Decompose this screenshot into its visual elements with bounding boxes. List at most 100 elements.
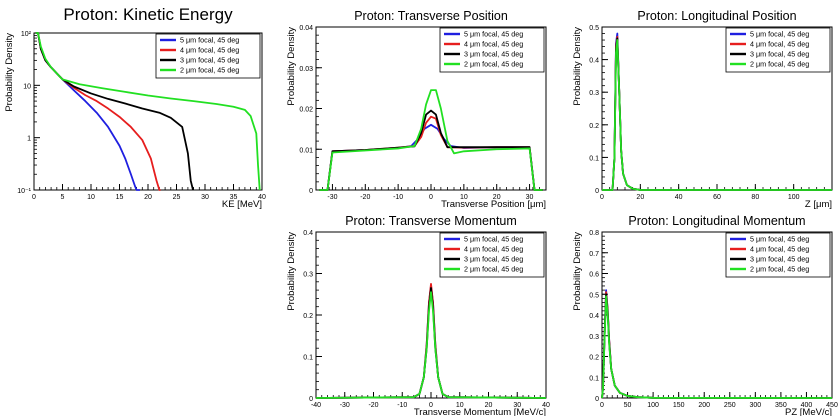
x-tick-label: -20	[368, 402, 378, 409]
y-tick-label: 0.2	[589, 123, 599, 130]
y-tick-label: 0	[595, 396, 599, 403]
x-axis-label: Transverse Momentum [MeV/c]	[414, 407, 546, 416]
x-axis-label: Z [μm]	[805, 199, 832, 210]
x-tick-label: 0	[600, 194, 604, 201]
x-tick-label: 0	[429, 402, 433, 409]
x-tick-label: -10	[397, 402, 407, 409]
legend-label: 4 μm focal, 45 deg	[464, 40, 523, 49]
x-tick-label: -30	[327, 194, 337, 201]
y-axis-label: Probability Density	[286, 27, 297, 106]
y-tick-label: 10²	[21, 31, 32, 38]
legend-label: 2 μm focal, 45 deg	[180, 66, 239, 75]
x-tick-label: 150	[673, 402, 685, 409]
legend-label: 3 μm focal, 45 deg	[750, 50, 809, 59]
y-tick-label: 0.5	[589, 292, 599, 299]
chart-title: Proton: Longitudinal Position	[637, 9, 796, 23]
x-tick-label: 250	[724, 402, 736, 409]
x-tick-label: 25	[173, 194, 181, 201]
y-axis-label: Probability Density	[572, 27, 583, 106]
y-axis-label: Probability Density	[572, 232, 583, 311]
x-tick-label: 30	[526, 194, 534, 201]
x-tick-label: 20	[493, 194, 501, 201]
x-tick-label: 10	[456, 402, 464, 409]
legend-label: 5 μm focal, 45 deg	[464, 235, 523, 244]
legend-label: 4 μm focal, 45 deg	[750, 40, 809, 49]
x-tick-label: -30	[340, 402, 350, 409]
x-tick-label: 100	[647, 402, 659, 409]
x-tick-label: 300	[749, 402, 761, 409]
x-tick-label: 100	[788, 194, 800, 201]
legend-label: 5 μm focal, 45 deg	[180, 36, 239, 45]
chart-trans-pos: Proton: Transverse Position 0 0.01 0.02 0.03…	[286, 9, 547, 210]
x-tick-label: 20	[636, 194, 644, 201]
chart-title: Proton: Transverse Momentum	[345, 214, 517, 228]
legend-label: 3 μm focal, 45 deg	[180, 56, 239, 65]
y-axis-label: Probability Density	[286, 232, 297, 311]
x-tick-label: 40	[675, 194, 683, 201]
series-line-4	[315, 291, 547, 399]
y-tick-label: 0.03	[299, 66, 313, 73]
y-tick-label: 0.3	[589, 90, 599, 97]
chart-trans-mom: Proton: Transverse Momentum 0 0.1 0.2 0.3 0.4…	[286, 214, 550, 416]
legend-label: 4 μm focal, 45 deg	[180, 46, 239, 55]
y-tick-label: 0.4	[589, 313, 599, 320]
y-tick-label: 0	[595, 188, 599, 195]
x-axis-label: PZ [MeV/c]	[785, 407, 832, 416]
series-line-4	[602, 39, 832, 191]
x-tick-label: 10	[87, 194, 95, 201]
legend-label: 3 μm focal, 45 deg	[464, 255, 523, 264]
y-tick-label: 0.5	[589, 25, 599, 32]
x-tick-label: 0	[600, 402, 604, 409]
legend-label: 2 μm focal, 45 deg	[464, 60, 523, 69]
x-tick-label: 80	[751, 194, 759, 201]
legend-label: 4 μm focal, 45 deg	[464, 245, 523, 254]
y-tick-label: 10	[23, 83, 31, 90]
y-tick-label: 0.4	[589, 58, 599, 65]
legend-label: 2 μm focal, 45 deg	[464, 265, 523, 274]
x-tick-label: 15	[116, 194, 124, 201]
chart-title: Proton: Transverse Position	[354, 9, 508, 23]
x-tick-label: 35	[230, 194, 238, 201]
legend-label: 2 μm focal, 45 deg	[750, 60, 809, 69]
y-tick-label: 0.01	[299, 147, 313, 154]
x-tick-label: -20	[360, 194, 370, 201]
x-tick-label: 10	[460, 194, 468, 201]
legend-label: 5 μm focal, 45 deg	[750, 235, 809, 244]
y-tick-label: 0.7	[589, 251, 599, 258]
x-axis-label: Transverse Position [μm]	[441, 199, 546, 210]
legend-label: 3 μm focal, 45 deg	[750, 255, 809, 264]
legend-label: 3 μm focal, 45 deg	[464, 50, 523, 59]
chart-long-pos: Proton: Longitudinal Position 0 0.1 0.2 0.3 0…	[572, 9, 833, 210]
y-tick-label: 1	[27, 136, 31, 143]
y-tick-label: 0.02	[299, 107, 313, 114]
y-tick-label: 0.1	[589, 155, 599, 162]
x-tick-label: -10	[393, 194, 403, 201]
x-tick-label: 0	[32, 194, 36, 201]
x-tick-label: 5	[61, 194, 65, 201]
x-tick-label: 20	[485, 402, 493, 409]
x-tick-label: 60	[713, 194, 721, 201]
y-tick-label: 0.4	[303, 230, 313, 237]
legend-label: 4 μm focal, 45 deg	[750, 245, 809, 254]
chart-long-mom: Proton: Longitudinal Momentum 0 0.1 0.2 0.3 0…	[572, 214, 838, 416]
y-tick-label: 0.8	[589, 230, 599, 237]
chart-ke: Proton: Kinetic Energy 10⁻¹ 1 10 10² 0 5 10 15 20…	[4, 5, 266, 210]
x-tick-label: 350	[775, 402, 787, 409]
y-tick-label: 0.6	[589, 272, 599, 279]
series-line-4	[35, 32, 261, 191]
y-tick-label: 0.1	[303, 355, 313, 362]
series-line-4	[601, 295, 833, 399]
y-tick-label: 0	[309, 396, 313, 403]
y-tick-label: 0.2	[589, 355, 599, 362]
x-tick-label: 40	[258, 194, 266, 201]
chart-title: Proton: Kinetic Energy	[63, 5, 233, 24]
legend-label: 5 μm focal, 45 deg	[750, 30, 809, 39]
y-tick-label: 0	[309, 188, 313, 195]
